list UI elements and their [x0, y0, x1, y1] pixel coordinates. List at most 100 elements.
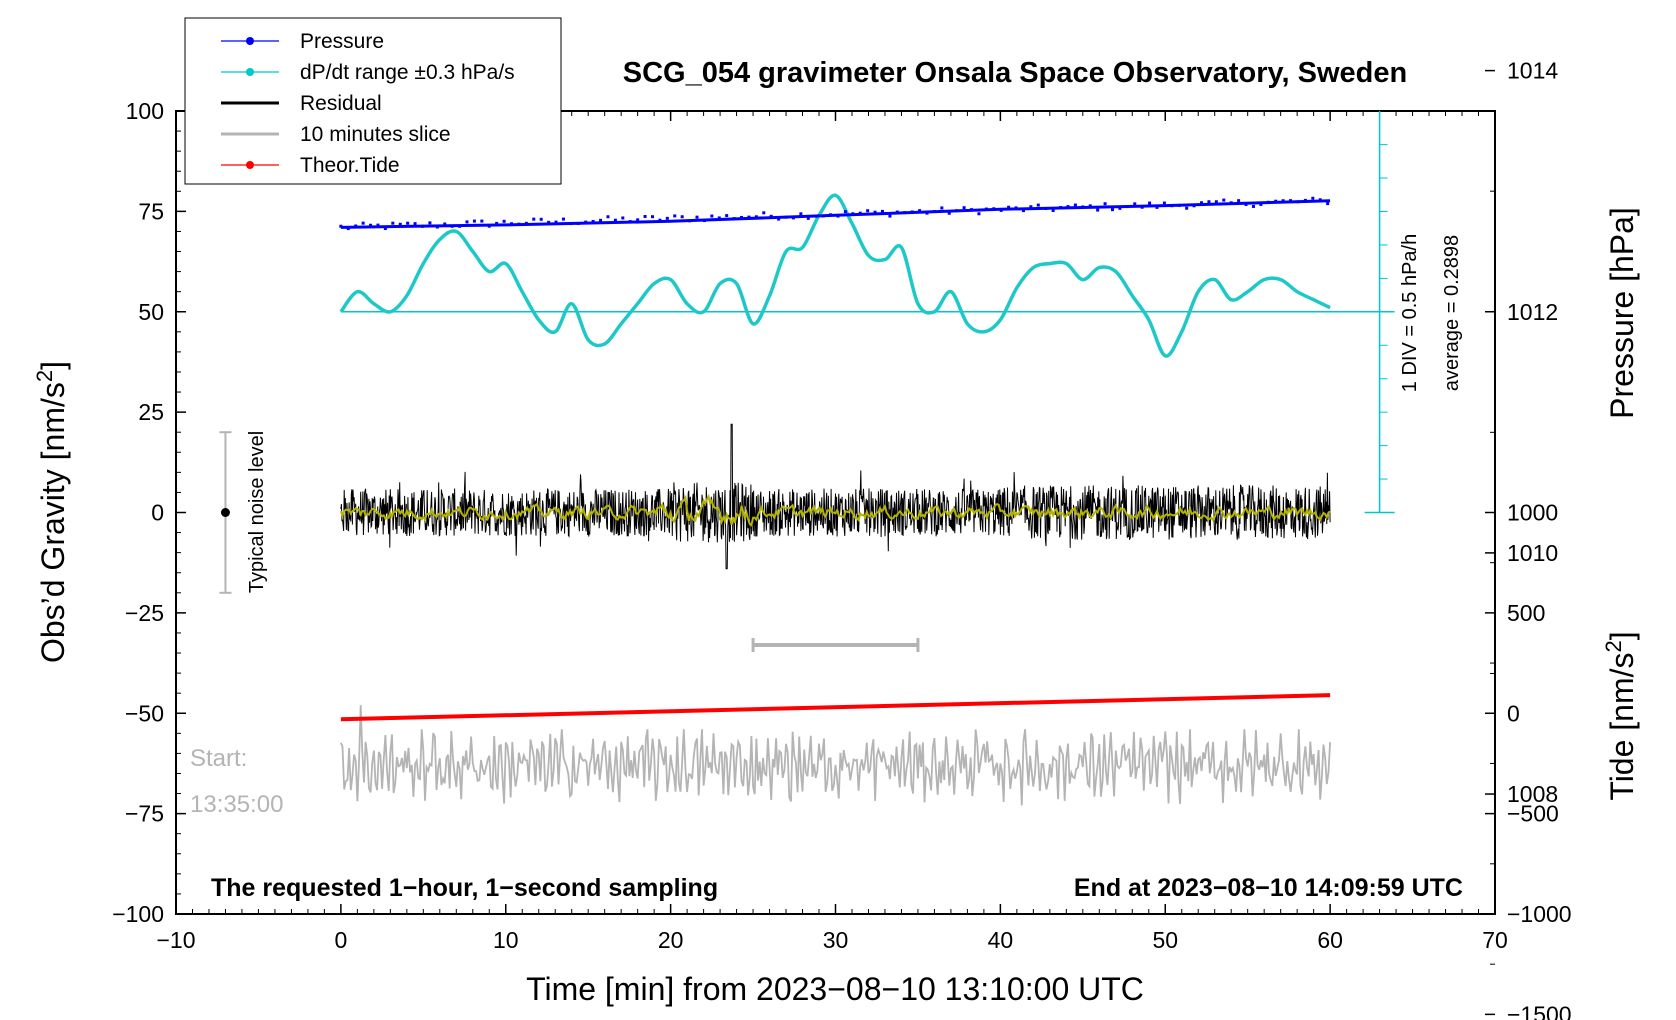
x-tick-label: 70	[1482, 927, 1508, 953]
pressure-point	[391, 221, 395, 225]
pressure-point	[636, 218, 640, 222]
pressure-point	[465, 220, 469, 224]
x-axis-ticks: −10 0 10 20 30 40 50 60 70	[156, 111, 1508, 953]
pressure-point	[895, 210, 899, 214]
legend-label: Theor.Tide	[300, 154, 400, 177]
pressure-point	[984, 207, 988, 211]
pressure-point	[962, 206, 966, 210]
pressure-point	[1281, 199, 1285, 203]
pressure-point	[502, 219, 506, 223]
pressure-point	[1207, 200, 1211, 204]
pressure-point	[665, 216, 669, 220]
pressure-point	[940, 206, 944, 210]
pressure-tick-label: 1010	[1507, 540, 1558, 566]
x-tick-label: 60	[1317, 927, 1343, 953]
pressure-point	[524, 221, 528, 225]
pressure-point	[435, 225, 439, 229]
pressure-point	[1170, 204, 1174, 208]
pressure-point	[1214, 200, 1218, 204]
pressure-point	[1192, 204, 1196, 208]
pressure-point	[1326, 202, 1330, 206]
pressure-point	[1133, 202, 1137, 206]
y-axis-left-title: Obs’d Gravity [nm/s2]	[32, 361, 71, 663]
pressure-point	[836, 214, 840, 218]
pressure-point	[695, 215, 699, 219]
tide-tick-label: 1000	[1507, 500, 1558, 526]
y-left-tick-label: 100	[126, 98, 164, 124]
x-axis-title: Time [min] from 2023−08−10 13:10:00 UTC	[526, 971, 1144, 1007]
pressure-point	[450, 224, 454, 228]
pressure-point	[510, 222, 514, 226]
pressure-point	[1266, 200, 1270, 204]
pressure-point	[1200, 201, 1204, 205]
pressure-point	[643, 214, 647, 218]
x-tick-label: −10	[156, 927, 195, 953]
pressure-point	[1289, 199, 1293, 203]
pressure-point	[688, 219, 692, 223]
pressure-point	[354, 224, 358, 228]
tide-axis-ticks: −1500 −1000 −500 0 500 1000	[1485, 500, 1572, 1020]
pressure-axis-title: Pressure [hPa]	[1604, 207, 1640, 419]
x-tick-label: 0	[334, 927, 347, 953]
pressure-point	[554, 220, 558, 224]
ten-minute-slice-line	[340, 705, 1331, 806]
pressure-point	[740, 215, 744, 219]
pressure-line	[340, 199, 1331, 229]
pressure-point	[576, 221, 580, 225]
tide-tick-label: −1000	[1507, 901, 1572, 927]
pressure-point	[413, 222, 417, 226]
pressure-tick-label: 1012	[1507, 299, 1558, 325]
pressure-point	[717, 216, 721, 220]
residual-smoothed-line	[339, 493, 1331, 527]
pressure-point	[1148, 201, 1152, 205]
pressure-point	[814, 214, 818, 218]
start-label: Start:	[190, 745, 247, 772]
x-tick-label: 20	[658, 927, 684, 953]
pressure-point	[487, 224, 491, 228]
legend-swatch-marker	[246, 37, 254, 45]
y-left-tick-label: 25	[138, 399, 164, 425]
pressure-point	[843, 210, 847, 214]
pressure-point	[495, 221, 499, 225]
y-left-tick-label: −50	[125, 700, 164, 726]
pressure-point	[561, 217, 565, 221]
pressure-point	[606, 215, 610, 219]
pressure-point	[346, 227, 350, 231]
pressure-axis-ticks: 10081010101210141016	[1485, 58, 1558, 807]
legend-label: dP/dt range ±0.3 hPa/s	[300, 61, 515, 84]
pressure-point	[1229, 201, 1233, 205]
pressure-point	[673, 214, 677, 218]
legend-swatch-marker	[246, 161, 254, 169]
end-time-note: End at 2023−08−10 14:09:59 UTC	[1074, 874, 1463, 902]
pressure-point	[1140, 205, 1144, 209]
pressure-point	[1081, 205, 1085, 209]
pressure-point	[754, 215, 758, 219]
pressure-point	[1118, 206, 1122, 210]
pressure-point	[569, 222, 573, 226]
pressure-point	[1162, 201, 1166, 205]
pressure-point	[858, 211, 862, 215]
pressure-points	[339, 196, 1330, 231]
y-left-tick-label: −25	[125, 600, 164, 626]
pressure-point	[406, 221, 410, 225]
pressure-point	[1222, 198, 1226, 202]
pressure-point	[383, 227, 387, 231]
legend: Pressure dP/dt range ±0.3 hPa/s Residual 10…	[184, 17, 562, 185]
y-left-tick-label: −100	[112, 901, 164, 927]
pressure-point	[955, 209, 959, 213]
pressure-point	[547, 220, 551, 224]
pressure-point	[1096, 208, 1100, 212]
pressure-point	[1303, 198, 1307, 202]
pressure-point	[829, 213, 833, 217]
pressure-point	[1318, 198, 1322, 202]
pressure-point	[1036, 203, 1040, 207]
dpdt-range-line	[339, 193, 1331, 358]
pressure-point	[599, 218, 603, 222]
scale-bar-label-div: 1 DIV = 0.5 hPa/h	[1399, 234, 1421, 392]
noise-level-label: Typical noise level	[246, 431, 268, 593]
residual-line	[340, 423, 1331, 570]
pressure-point	[762, 211, 766, 215]
start-time: 13:35:00	[190, 791, 283, 818]
pressure-point	[725, 214, 729, 218]
pressure-point	[1274, 199, 1278, 203]
